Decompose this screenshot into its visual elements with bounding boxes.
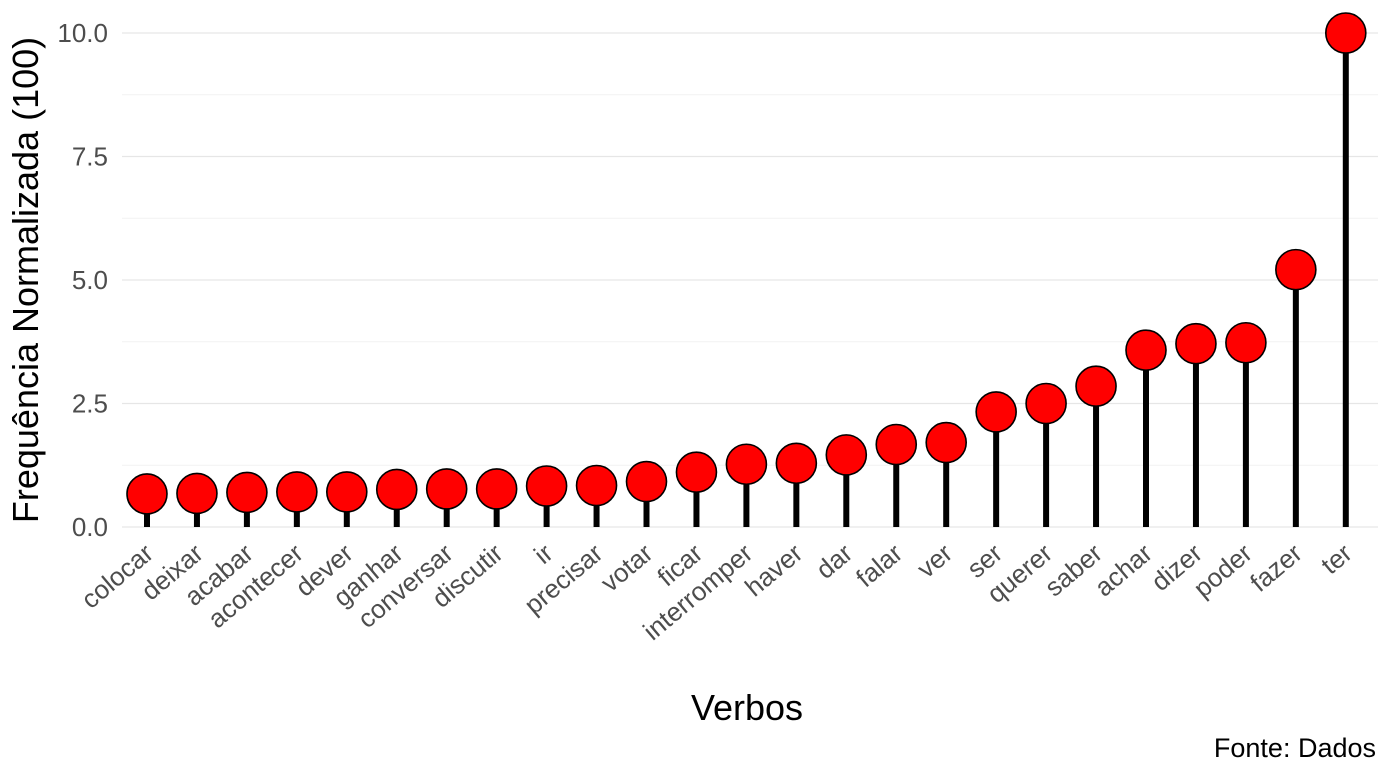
- point-acabar: [226, 471, 268, 514]
- y-tick-label: 7.5: [72, 142, 108, 172]
- point-falar: [875, 423, 918, 466]
- point-ser: [975, 391, 1017, 433]
- point-discutir: [475, 468, 518, 510]
- point-fazer: [1275, 248, 1317, 291]
- point-interromper: [725, 443, 768, 486]
- point-poder: [1225, 321, 1267, 364]
- point-colocar: [126, 473, 168, 515]
- x-tick-label: falar: [850, 537, 908, 593]
- y-tick-label: 10.0: [57, 18, 108, 48]
- x-axis-ticks: colocardeixaracabaracontecerdeverganharc…: [75, 537, 1358, 646]
- point-deixar: [176, 472, 218, 515]
- point-conversar: [425, 468, 468, 510]
- x-tick-label: fazer: [1244, 537, 1308, 597]
- point-precisar: [575, 464, 618, 507]
- y-axis-ticks: 0.0 2.5 5.0 7.5 10.0: [57, 18, 108, 542]
- point-querer: [1025, 382, 1067, 425]
- point-ir: [525, 465, 568, 507]
- point-acontecer: [276, 471, 318, 513]
- x-tick-label: achar: [1089, 537, 1158, 602]
- x-tick-label: dar: [810, 537, 858, 584]
- point-ter: [1325, 12, 1367, 54]
- point-votar: [625, 460, 668, 503]
- x-tick-label: votar: [595, 537, 659, 597]
- x-tick-label: ir: [528, 537, 559, 569]
- point-achar: [1125, 329, 1167, 371]
- point-dizer: [1175, 322, 1217, 365]
- gridlines: [122, 32, 1378, 528]
- x-tick-label: ter: [1315, 537, 1358, 580]
- point-ganhar: [375, 468, 418, 511]
- point-dar: [825, 434, 868, 476]
- points: [126, 12, 1367, 515]
- point-saber: [1075, 365, 1117, 408]
- point-dever: [325, 471, 368, 513]
- point-ficar: [675, 451, 718, 493]
- caption: Fonte: Dados: [1214, 733, 1376, 763]
- x-tick-label: poder: [1188, 537, 1258, 603]
- y-tick-label: 2.5: [72, 389, 108, 419]
- y-axis-title: Frequência Normalizada (100): [5, 37, 46, 523]
- x-tick-label: haver: [739, 537, 808, 602]
- point-ver: [925, 421, 968, 464]
- x-axis-title: Verbos: [691, 687, 803, 728]
- y-tick-label: 5.0: [72, 265, 108, 295]
- x-tick-label: saber: [1039, 537, 1108, 602]
- point-haver: [775, 442, 818, 485]
- x-tick-label: ver: [911, 537, 958, 583]
- y-tick-label: 0.0: [72, 512, 108, 542]
